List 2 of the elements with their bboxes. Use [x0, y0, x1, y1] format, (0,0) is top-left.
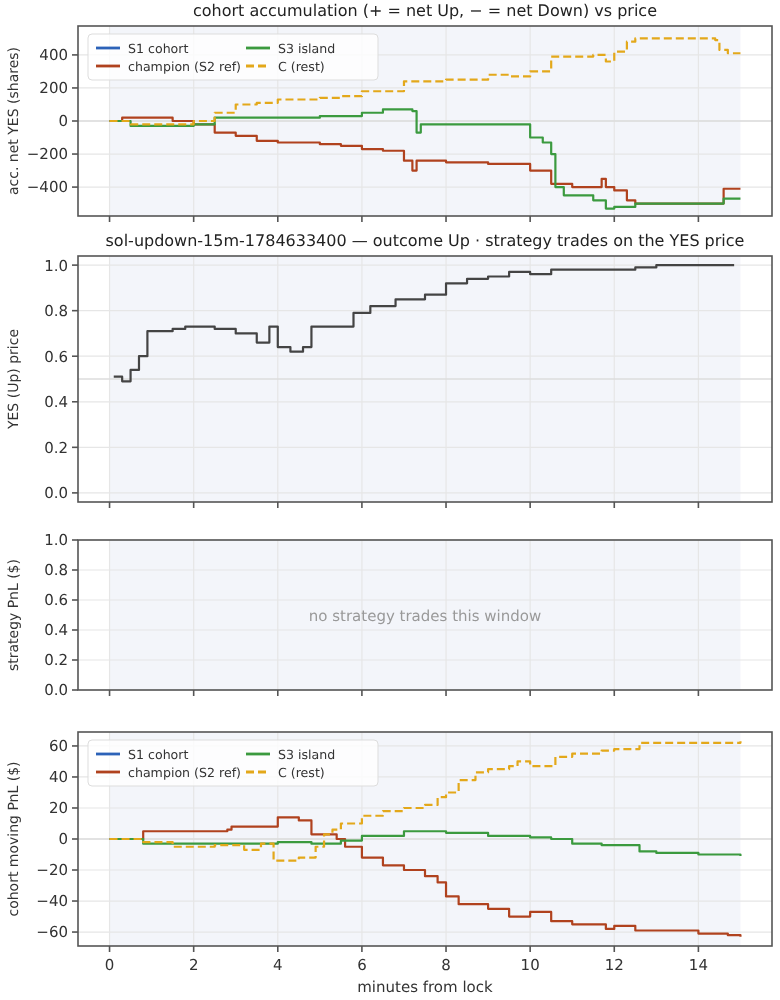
chart-title: cohort accumulation (+ = net Up, − = net Down) vs price: [192, 2, 658, 20]
chart-title: sol-updown-15m-1784633400 — outcome Up · strategy trades on the YES price: [105, 232, 745, 250]
